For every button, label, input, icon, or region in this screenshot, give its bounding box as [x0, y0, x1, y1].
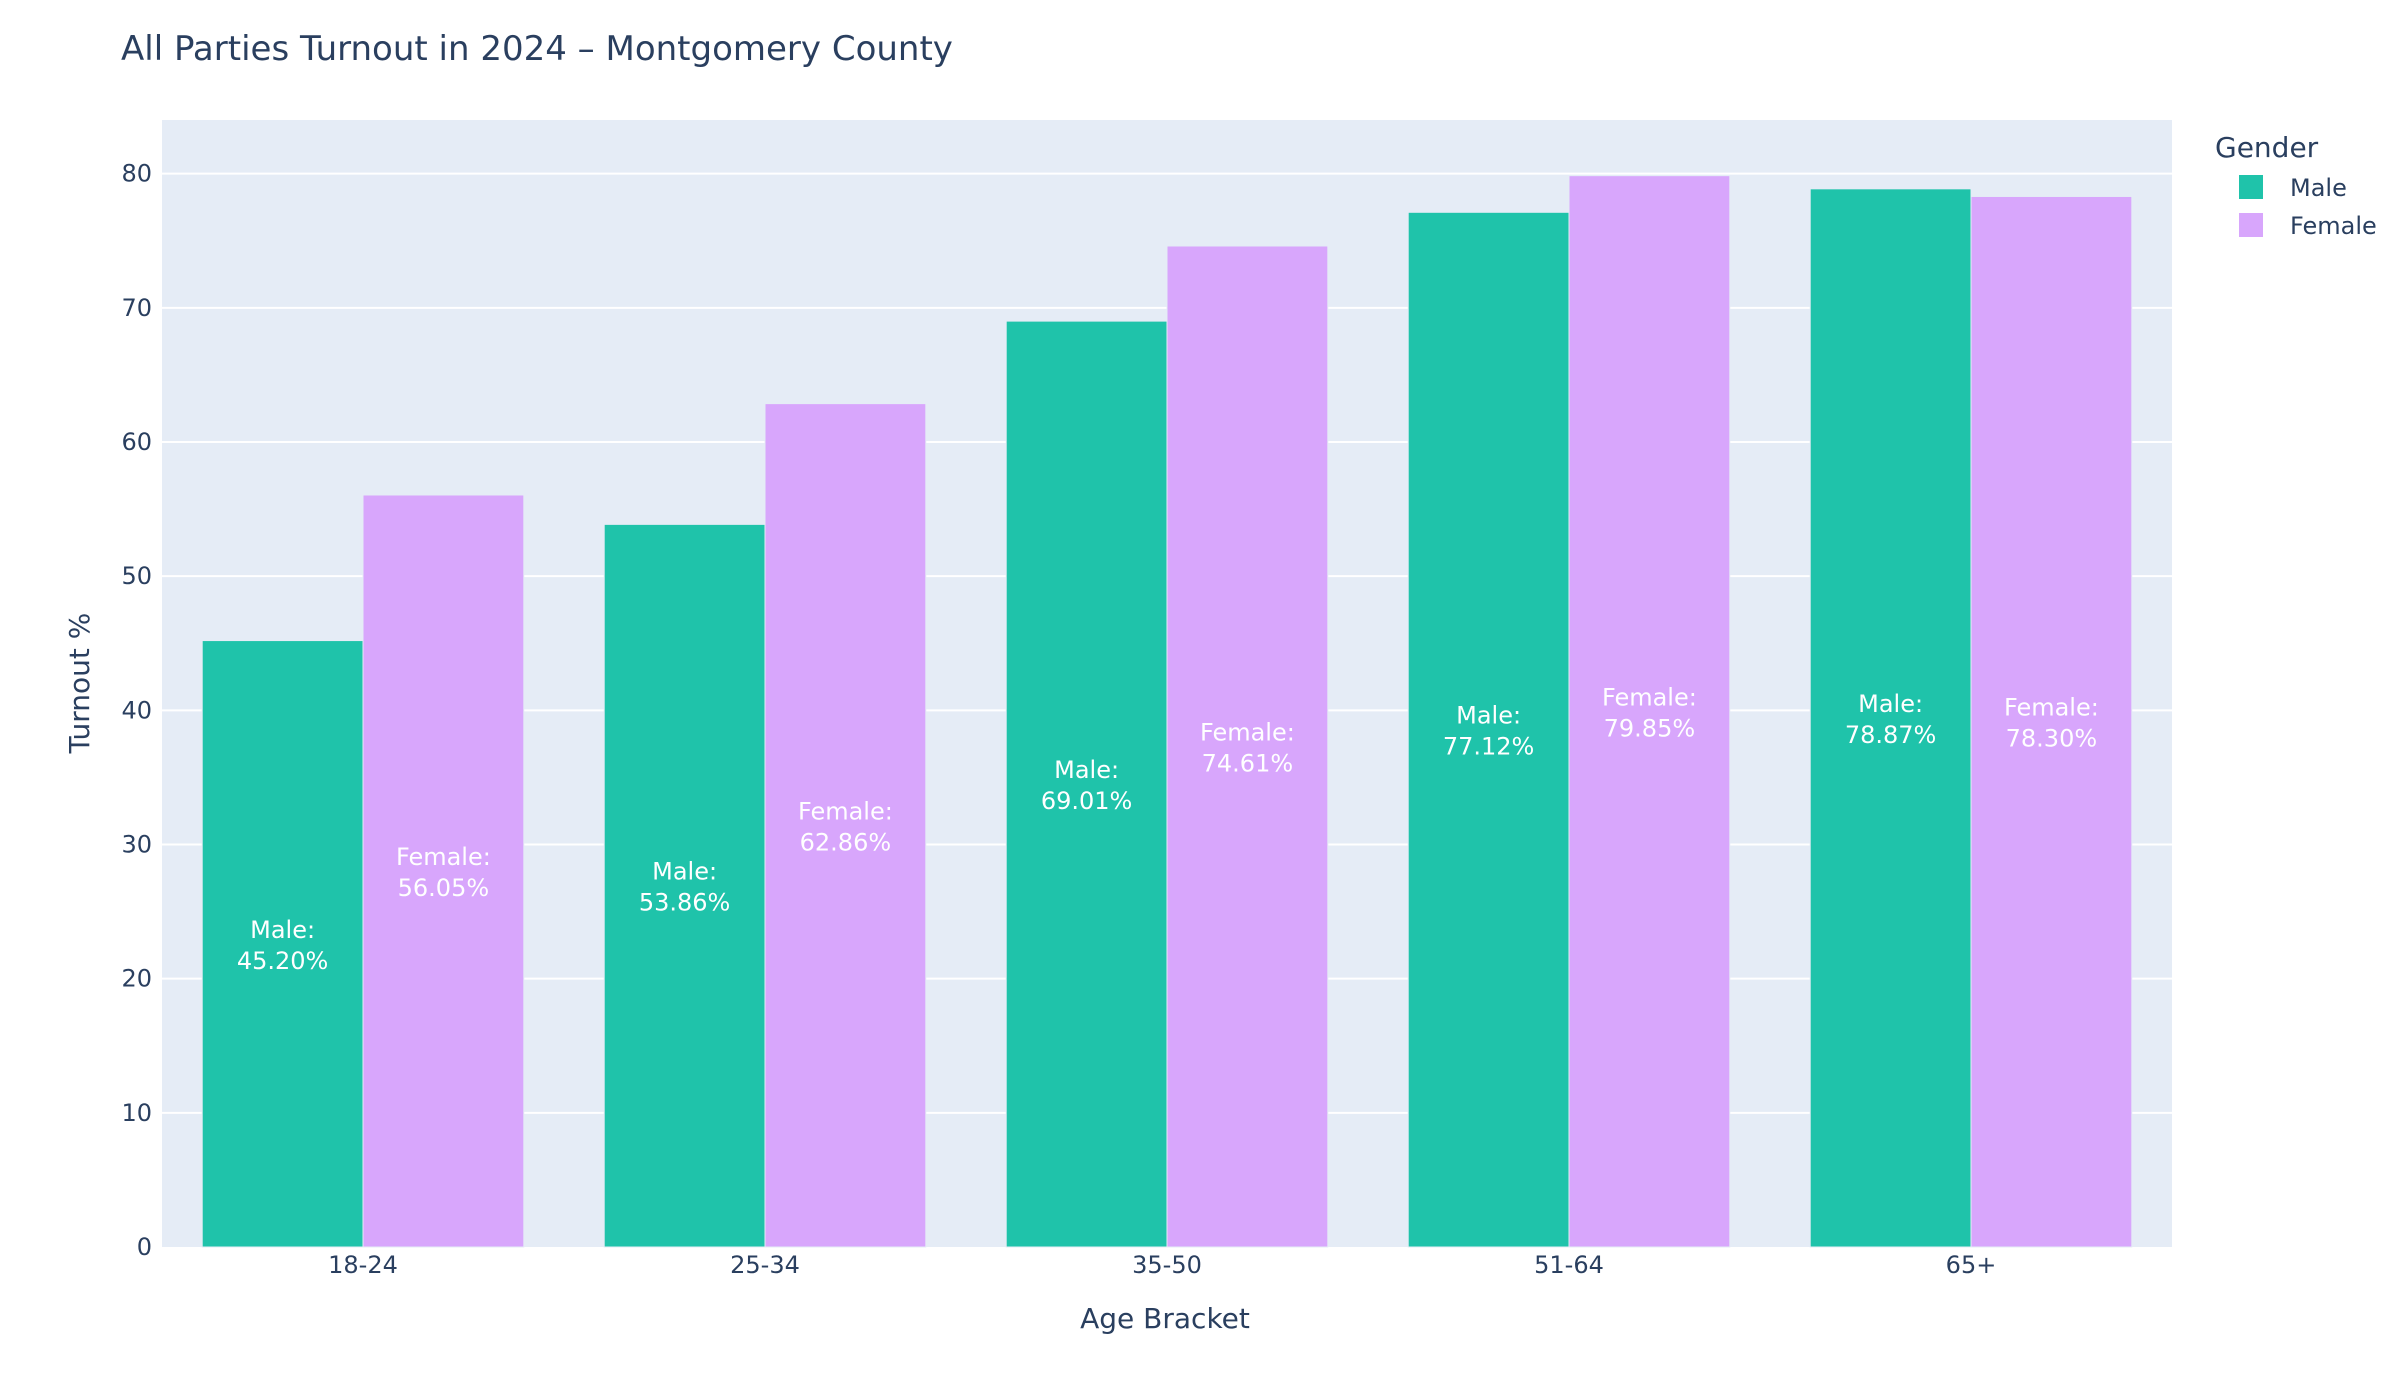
bar-male-18-24: [201, 640, 364, 1248]
y-tick-label: 50: [121, 562, 152, 590]
bar-label-prefix: Male:: [1858, 690, 1923, 718]
legend-swatch-female: [2239, 213, 2263, 237]
bar-male-65+: [1809, 188, 1972, 1248]
bar-label-prefix: Male:: [1054, 756, 1119, 784]
bar-label-prefix: Female:: [396, 843, 491, 871]
bar-label-value: 53.86%: [639, 889, 731, 917]
y-tick-label: 40: [121, 696, 152, 724]
bar-label-prefix: Female:: [1200, 718, 1295, 746]
y-tick-label: 10: [121, 1099, 152, 1127]
bar-label-value: 45.20%: [237, 947, 329, 975]
bar-male-51-64: [1407, 211, 1570, 1248]
x-axis-title: Age Bracket: [1080, 1302, 1250, 1335]
bar-label-prefix: Female:: [798, 797, 893, 825]
bar-male-25-34: [603, 523, 766, 1248]
legend-items: Male Female: [2239, 174, 2377, 240]
bar-label-prefix: Female:: [1602, 683, 1697, 711]
bar-label-prefix: Female:: [2004, 694, 2099, 722]
x-tick-label: 51-64: [1534, 1251, 1604, 1279]
bar-female-35-50: [1166, 245, 1329, 1248]
bar-label-prefix: Male:: [652, 858, 717, 886]
x-tick-label: 18-24: [328, 1251, 398, 1279]
x-tick-label: 25-34: [730, 1251, 800, 1279]
bar-label-value: 62.86%: [800, 828, 892, 856]
legend-title: Gender: [2215, 131, 2319, 164]
x-axis-ticks: 18-24 25-34 35-50 51-64 65+: [328, 1251, 1996, 1279]
bar-labels: Male: 45.20% Female: 56.05% Male: 53.86% Femal…: [237, 683, 2099, 974]
legend-label-female: Female: [2290, 212, 2377, 240]
bar-female-18-24: [362, 494, 525, 1248]
bar-female-25-34: [764, 403, 927, 1248]
bar-female-65+: [1970, 195, 2133, 1248]
y-tick-label: 70: [121, 294, 152, 322]
y-tick-label: 20: [121, 965, 152, 993]
legend-label-male: Male: [2290, 174, 2347, 202]
legend: Gender Male Female: [2215, 131, 2377, 240]
bar-label-value: 77.12%: [1443, 733, 1535, 761]
bar-label-value: 74.61%: [1202, 749, 1294, 777]
bar-label-value: 78.87%: [1845, 721, 1937, 749]
y-tick-label: 0: [137, 1233, 152, 1261]
y-tick-label: 80: [121, 160, 152, 188]
y-axis-ticks: 0 10 20 30 40 50 60 70 80: [121, 160, 152, 1261]
chart-title: All Parties Turnout in 2024 – Montgomery…: [121, 29, 953, 69]
x-tick-label: 35-50: [1132, 1251, 1202, 1279]
bar-label-prefix: Male:: [250, 916, 315, 944]
bar-label-value: 78.30%: [2006, 725, 2098, 753]
bar-label-prefix: Male:: [1456, 702, 1521, 730]
y-tick-label: 30: [121, 831, 152, 859]
bar-label-value: 79.85%: [1604, 714, 1696, 742]
bar-label-value: 56.05%: [398, 874, 490, 902]
bars: [201, 175, 2133, 1248]
bar-label-value: 69.01%: [1041, 787, 1133, 815]
bar-female-51-64: [1568, 175, 1731, 1248]
y-axis-title: Turnout %: [63, 613, 96, 755]
legend-swatch-male: [2239, 175, 2263, 199]
bar-male-35-50: [1005, 320, 1168, 1248]
x-tick-label: 65+: [1946, 1251, 1997, 1279]
y-tick-label: 60: [121, 428, 152, 456]
